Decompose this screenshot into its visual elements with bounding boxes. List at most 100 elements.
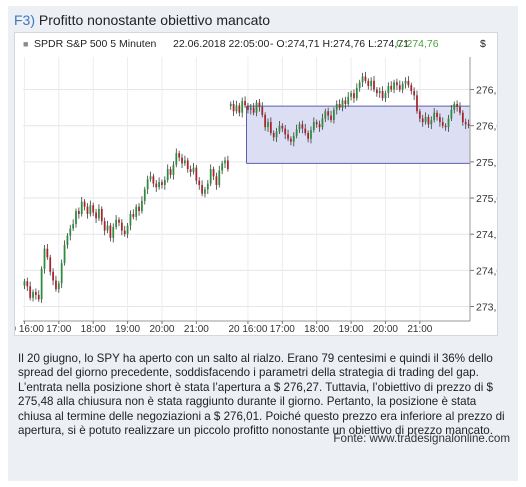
y-tick-label: 276,500 <box>476 85 497 97</box>
candle-body <box>166 169 169 180</box>
candle-body <box>284 128 287 135</box>
candle-body <box>123 230 126 235</box>
candle-body <box>201 185 203 194</box>
candle-body <box>98 208 100 219</box>
candle-body <box>141 200 143 212</box>
candle-body <box>215 176 218 186</box>
chart-area: ■ SPDR S&P 500 5 Minuten 22.06.2018 22:0… <box>5 32 514 336</box>
target-zone-fill <box>246 106 470 164</box>
x-tick-label: 20:00 <box>373 324 398 335</box>
figure-source: Fonte: www.tradesignalonline.com <box>333 432 510 445</box>
x-tick-label: 21:00 <box>184 324 209 335</box>
candle-body <box>384 93 387 99</box>
candle-body <box>35 292 37 295</box>
candle-body <box>370 80 373 86</box>
candle-body <box>278 125 281 132</box>
candle-body <box>175 153 178 165</box>
candle-body <box>410 85 413 91</box>
x-tick-label: 18:00 <box>304 324 329 335</box>
axis-unit: $ <box>480 38 486 50</box>
candle-body <box>292 135 295 142</box>
candle-body <box>184 160 186 164</box>
candle-body <box>103 221 106 231</box>
candle-body <box>118 219 120 223</box>
candle-body <box>301 124 304 129</box>
candle-body <box>355 88 358 99</box>
y-tick-label: 273,500 <box>476 302 497 314</box>
candle-body <box>261 106 264 115</box>
candle-body <box>29 286 32 298</box>
candle-body <box>132 213 135 217</box>
figure-title: F3) Profitto nonostante obiettivo mancat… <box>14 12 270 28</box>
candlestick-chart: ■ SPDR S&P 500 5 Minuten 22.06.2018 22:0… <box>5 38 514 335</box>
candle-body <box>112 226 115 238</box>
candle-body <box>387 85 390 94</box>
candle-body <box>321 118 324 128</box>
candle-body <box>421 118 424 123</box>
candle-body <box>83 201 86 207</box>
candle-body <box>235 105 238 112</box>
candle-body <box>416 95 418 112</box>
candle-body <box>109 225 112 238</box>
candle-body <box>115 219 118 227</box>
candle-body <box>327 111 330 116</box>
candle-body <box>32 292 34 298</box>
figure-number: F3) <box>14 12 35 28</box>
candle-body <box>161 182 163 186</box>
x-tick-label: 21:00 <box>407 324 432 335</box>
target-zone <box>246 105 471 164</box>
candle-body <box>427 117 430 125</box>
candle-body <box>72 224 75 229</box>
candle-body <box>206 183 209 190</box>
candle-body <box>439 117 441 123</box>
candle-body <box>375 89 378 94</box>
candle-body <box>89 205 92 214</box>
candle-body <box>77 211 80 214</box>
candle-body <box>80 201 83 214</box>
header-close: C:274,76 <box>396 38 439 50</box>
candle-body <box>436 112 438 118</box>
candle-body <box>441 122 444 126</box>
candle-body <box>333 109 335 120</box>
candle-body <box>172 164 175 175</box>
x-tick-label: 17:00 <box>46 324 71 335</box>
y-tick-label: 275,500 <box>476 157 497 169</box>
candle-body <box>198 180 201 186</box>
candle-body <box>149 176 152 180</box>
candle-body <box>381 90 384 99</box>
header-ohlc: - O:274,71 H:274,76 L:274,71 <box>270 38 409 50</box>
candle-body <box>143 189 146 201</box>
candle-body <box>49 257 52 272</box>
candle-body <box>344 100 347 105</box>
candle-body <box>433 112 436 120</box>
candle-body <box>318 124 321 128</box>
x-tick-label: 19 16:00 <box>15 324 44 335</box>
candle-body <box>26 281 29 287</box>
candle-body <box>195 167 198 181</box>
candle-body <box>224 160 226 164</box>
candle-body <box>186 160 189 170</box>
candle-body <box>135 206 138 217</box>
candle-body <box>459 106 461 113</box>
candle-body <box>335 104 338 110</box>
candle-body <box>424 117 427 123</box>
candle-body <box>244 101 246 106</box>
candle-body <box>178 153 181 158</box>
candle-body <box>467 124 470 126</box>
candle-body <box>396 82 398 86</box>
candle-body <box>353 93 355 99</box>
candle-body <box>456 104 458 107</box>
candle-body <box>281 125 284 129</box>
candle-body <box>347 96 350 105</box>
candle-body <box>192 167 195 173</box>
candle-body <box>447 118 450 128</box>
candle-body <box>413 90 416 96</box>
figure-caption: Il 20 giugno, lo SPY ha aperto con un sa… <box>18 352 505 438</box>
x-tick-label: 19:00 <box>339 324 364 335</box>
candle-body <box>55 280 57 290</box>
candle-body <box>106 225 109 231</box>
y-tick-label: 274,500 <box>476 229 497 241</box>
candle-body <box>252 107 255 113</box>
candle-body <box>307 132 309 139</box>
